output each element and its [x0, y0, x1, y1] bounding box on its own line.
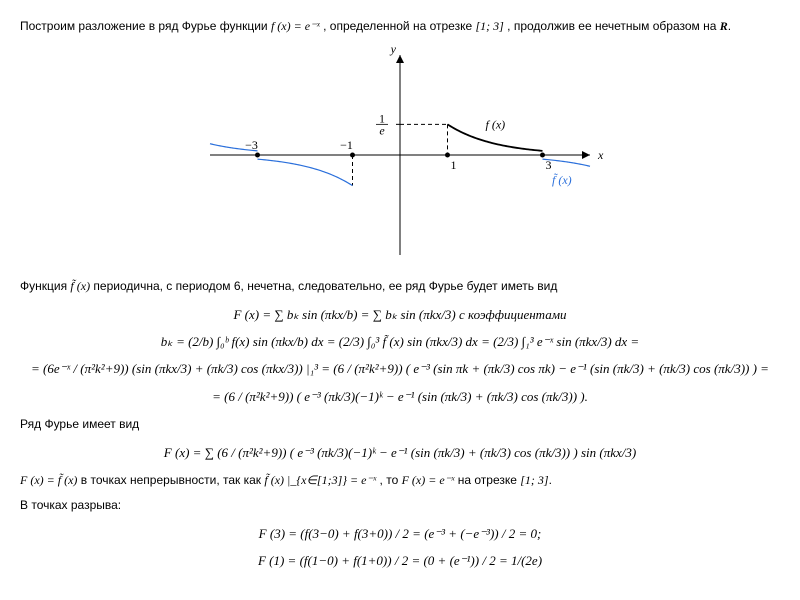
cont-t3: на отрезке — [458, 473, 521, 487]
periodic-text: Функция f̃ (x) периодична, с периодом 6,… — [20, 278, 780, 295]
intro-part2: , определенной на отрезке — [323, 19, 475, 33]
break-label: В точках разрыва: — [20, 497, 780, 514]
break-f1-text: F (1) = (f(1−0) + f(1+0)) / 2 = (0 + (e⁻… — [258, 553, 542, 568]
formula-expand1: = (6e⁻ˣ / (π²k²+9)) (sin (πkx/3) + (πk/3… — [20, 357, 780, 380]
periodic-p2: периодична, с периодом 6, нечетна, следо… — [93, 279, 557, 293]
fourier-chart: xy−3−1131ef (x)f̃ (x) — [180, 45, 620, 265]
intro-func: f (x) = e⁻ˣ — [271, 19, 320, 33]
break-f3: F (3) = (f(3−0) + f(3+0)) / 2 = (e⁻³ + (… — [20, 522, 780, 545]
svg-text:e: e — [379, 123, 385, 137]
svg-text:y: y — [390, 45, 397, 56]
cont-t1: в точках непрерывности, так как — [81, 473, 265, 487]
break-f3-text: F (3) = (f(3−0) + f(3+0)) / 2 = (e⁻³ + (… — [259, 526, 542, 541]
formula-F: F (x) = ∑ bₖ sin (πkx/b) = ∑ bₖ sin (πkx… — [20, 303, 780, 326]
svg-text:f (x): f (x) — [486, 117, 506, 131]
formula-bk: bₖ = (2/b) ∫₀ᵇ f(x) sin (πkx/b) dx = (2/… — [20, 330, 780, 353]
series-label: Ряд Фурье имеет вид — [20, 416, 780, 433]
intro-interval: [1; 3] — [475, 19, 503, 33]
series-formula-text: F (x) = ∑ (6 / (π²k²+9)) ( e⁻³ (πk/3)(−1… — [164, 445, 636, 460]
formula-line4: = (6 / (π²k²+9)) ( e⁻³ (πk/3)(−1)ᵏ − e⁻¹… — [212, 389, 588, 404]
cont-rhs: F (x) = e⁻ˣ — [402, 473, 455, 487]
cont-mid: f̃ (x) |_{x∈[1;3]} = e⁻ˣ — [264, 473, 376, 487]
intro-real: R — [720, 19, 728, 33]
chart-container: xy−3−1131ef (x)f̃ (x) — [20, 45, 780, 268]
periodic-func: f̃ (x) — [70, 279, 90, 293]
formula-expand2: = (6 / (π²k²+9)) ( e⁻³ (πk/3)(−1)ᵏ − e⁻¹… — [20, 385, 780, 408]
intro-text: Построим разложение в ряд Фурье функции … — [20, 18, 780, 35]
series-formula: F (x) = ∑ (6 / (π²k²+9)) ( e⁻³ (πk/3)(−1… — [20, 441, 780, 464]
cont-interval: [1; 3] — [520, 473, 548, 487]
formula-line2: bₖ = (2/b) ∫₀ᵇ f(x) sin (πkx/b) dx = (2/… — [161, 334, 639, 349]
cont-t2: , то — [380, 473, 402, 487]
break-f1: F (1) = (f(1−0) + f(1+0)) / 2 = (0 + (e⁻… — [20, 549, 780, 572]
svg-text:1: 1 — [451, 158, 457, 172]
periodic-p1: Функция — [20, 279, 70, 293]
svg-text:x: x — [597, 148, 604, 162]
formula-line1: F (x) = ∑ bₖ sin (πkx/b) = ∑ bₖ sin (πkx… — [233, 307, 566, 322]
continuity-text: F (x) = f̃ (x) в точках непрерывности, т… — [20, 472, 780, 489]
intro-part3: , продолжив ее нечетным образом на — [507, 19, 720, 33]
svg-text:−1: −1 — [340, 138, 353, 152]
intro-part1: Построим разложение в ряд Фурье функции — [20, 19, 271, 33]
cont-lhs: F (x) = f̃ (x) — [20, 473, 77, 487]
svg-text:f̃ (x): f̃ (x) — [552, 172, 572, 187]
formula-line3: = (6e⁻ˣ / (π²k²+9)) (sin (πkx/3) + (πk/3… — [31, 361, 769, 376]
